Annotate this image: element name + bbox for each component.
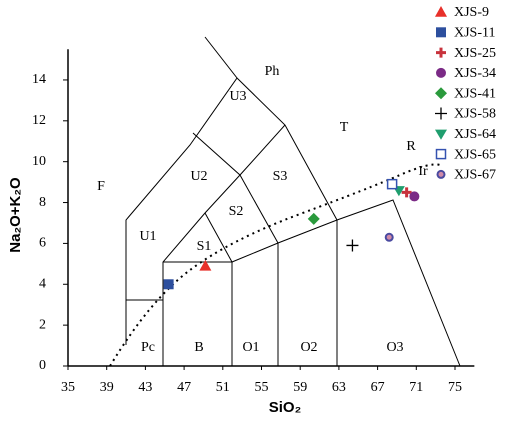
marker (199, 259, 212, 271)
marker (436, 27, 446, 38)
marker (435, 148, 447, 160)
boundary (192, 124, 286, 176)
boundary (231, 199, 461, 367)
marker (435, 129, 447, 140)
y-tick-label: 12 (32, 113, 46, 128)
legend-label: XJS-64 (454, 127, 496, 142)
x-tick-label: 51 (216, 380, 230, 395)
marker (163, 279, 174, 290)
y-tick-label: 14 (32, 72, 46, 87)
field-label: Ir (418, 164, 428, 179)
marker (436, 169, 446, 179)
legend-label: XJS-41 (454, 86, 496, 101)
y-tick-label: 8 (39, 195, 46, 210)
y-tick-label: 10 (32, 154, 46, 169)
field-label: R (406, 139, 416, 154)
x-tick-label: 47 (177, 380, 191, 395)
x-tick-label: 71 (409, 380, 423, 395)
marker (435, 6, 447, 17)
marker (401, 187, 412, 198)
legend-label: XJS-67 (454, 168, 496, 183)
boundary (125, 36, 238, 345)
field-label: S2 (229, 204, 244, 219)
x-tick-label: 59 (293, 380, 307, 395)
y-tick-label: 0 (39, 358, 46, 373)
field-label: Pc (141, 340, 155, 355)
field-label: O3 (386, 340, 403, 355)
field-label: S1 (197, 239, 212, 254)
field-label: U2 (190, 169, 207, 184)
legend-label: XJS-58 (454, 107, 496, 122)
field-label: T (340, 120, 349, 135)
legend-label: XJS-25 (454, 46, 496, 61)
legend-label: XJS-65 (454, 147, 496, 162)
marker (436, 47, 446, 58)
legend-label: XJS-9 (454, 5, 489, 20)
x-tick-label: 75 (448, 380, 462, 395)
field-label: B (194, 340, 203, 355)
boundary (162, 174, 241, 366)
marker (436, 67, 446, 78)
y-axis-label: Na₂O+K₂O (7, 177, 24, 253)
marker (307, 212, 320, 225)
marker (384, 232, 394, 242)
marker (435, 87, 447, 100)
field-label: Ph (265, 64, 280, 79)
marker (409, 191, 420, 202)
field-label: U1 (139, 229, 156, 244)
x-tick-label: 43 (138, 380, 152, 395)
x-tick-label: 63 (332, 380, 346, 395)
x-axis-label: SiO₂ (269, 399, 302, 416)
field-label: U3 (229, 89, 246, 104)
marker (435, 107, 447, 120)
x-tick-label: 55 (255, 380, 269, 395)
x-tick-label: 35 (61, 380, 75, 395)
boundary (239, 174, 279, 244)
boundary (163, 212, 233, 263)
field-label: S3 (273, 169, 288, 184)
marker (346, 239, 359, 252)
x-tick-label: 39 (100, 380, 114, 395)
field-boundaries (109, 36, 461, 367)
field-label: O1 (242, 340, 259, 355)
legend-label: XJS-11 (454, 26, 496, 41)
marker (386, 178, 398, 190)
boundary (236, 77, 338, 221)
y-tick-label: 2 (39, 317, 46, 332)
legend-label: XJS-34 (454, 66, 496, 81)
alkaline-divider (109, 163, 441, 367)
field-label: F (97, 179, 105, 194)
y-tick-label: 4 (39, 276, 46, 291)
x-tick-label: 67 (371, 380, 385, 395)
field-label: O2 (300, 340, 317, 355)
y-tick-label: 6 (39, 236, 46, 251)
